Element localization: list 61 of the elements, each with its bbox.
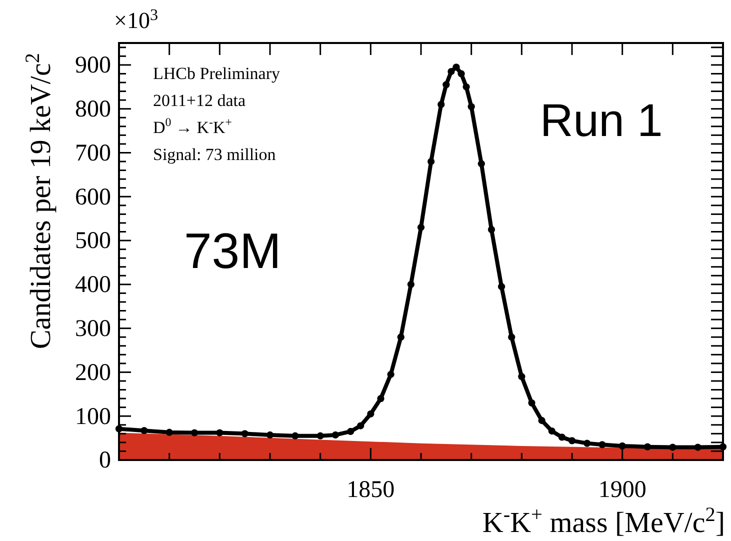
x-tick-label: 1850 <box>346 477 395 504</box>
point <box>458 70 465 78</box>
point <box>694 444 702 451</box>
point <box>478 160 485 168</box>
point <box>488 226 496 234</box>
annotation: D$^{0}$ → K$^{-}$K$^{+}$ <box>153 115 232 137</box>
text: ×10$^{3}$ <box>114 6 158 33</box>
point <box>644 443 652 450</box>
point <box>669 444 676 451</box>
annotation: Signal: 73 million <box>153 145 276 164</box>
y-tick-label: 200 <box>75 360 111 386</box>
point <box>332 431 339 439</box>
y-tick-label: 300 <box>75 316 111 342</box>
point <box>468 103 475 110</box>
point <box>166 428 173 436</box>
y-tick-label: 700 <box>75 140 111 166</box>
point <box>190 429 198 436</box>
point <box>452 64 460 71</box>
point <box>428 158 435 166</box>
point <box>397 334 404 341</box>
point <box>498 283 506 290</box>
y-tick-label: 900 <box>75 52 111 79</box>
point <box>140 427 148 434</box>
point <box>346 428 354 436</box>
point <box>448 68 455 76</box>
point <box>367 410 374 418</box>
point <box>568 437 576 444</box>
y-tick-label: 400 <box>75 272 111 298</box>
point <box>618 442 626 450</box>
point <box>442 81 450 88</box>
point <box>518 373 526 380</box>
point <box>508 334 516 341</box>
y-tick-label: 100 <box>75 404 111 430</box>
y-tick-label: 0 <box>99 448 111 474</box>
y-tick-label: 500 <box>75 228 111 254</box>
point <box>266 431 274 439</box>
point <box>528 399 536 406</box>
point <box>241 430 248 438</box>
point <box>216 429 224 436</box>
x-tick-label: 1900 <box>598 477 646 504</box>
point <box>316 432 324 440</box>
point <box>462 83 470 90</box>
point <box>548 427 556 435</box>
point <box>438 100 445 108</box>
point <box>417 224 425 231</box>
x-axis-title: K$^{-}$K$^{+}$ mass [MeV/c$^{2}$] <box>482 504 725 539</box>
point <box>292 432 299 440</box>
point <box>407 280 414 288</box>
point <box>538 416 546 424</box>
point <box>598 441 606 448</box>
annotation: LHCb Preliminary <box>153 64 281 83</box>
annotation: Run 1 <box>540 94 663 146</box>
point <box>377 394 384 402</box>
annotation: 73M <box>184 223 282 279</box>
point <box>357 422 364 430</box>
annotation: 2011+12 data <box>153 91 246 110</box>
y-tick-label: 800 <box>75 96 111 123</box>
point <box>387 370 394 378</box>
point <box>558 434 566 441</box>
point <box>584 440 591 447</box>
y-tick-label: 600 <box>75 184 111 210</box>
